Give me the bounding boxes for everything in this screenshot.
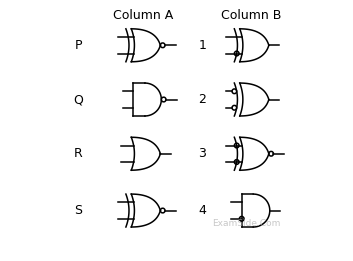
Text: Column B: Column B (221, 9, 282, 22)
Text: 3: 3 (198, 147, 206, 160)
Text: R: R (74, 147, 83, 160)
Text: Column A: Column A (113, 9, 173, 22)
Text: 4: 4 (198, 204, 206, 217)
Text: 2: 2 (198, 93, 206, 106)
Text: 1: 1 (198, 39, 206, 52)
Text: Q: Q (73, 93, 83, 106)
Text: P: P (74, 39, 82, 52)
Text: S: S (74, 204, 82, 217)
Text: ExamSide.Com: ExamSide.Com (212, 219, 280, 228)
